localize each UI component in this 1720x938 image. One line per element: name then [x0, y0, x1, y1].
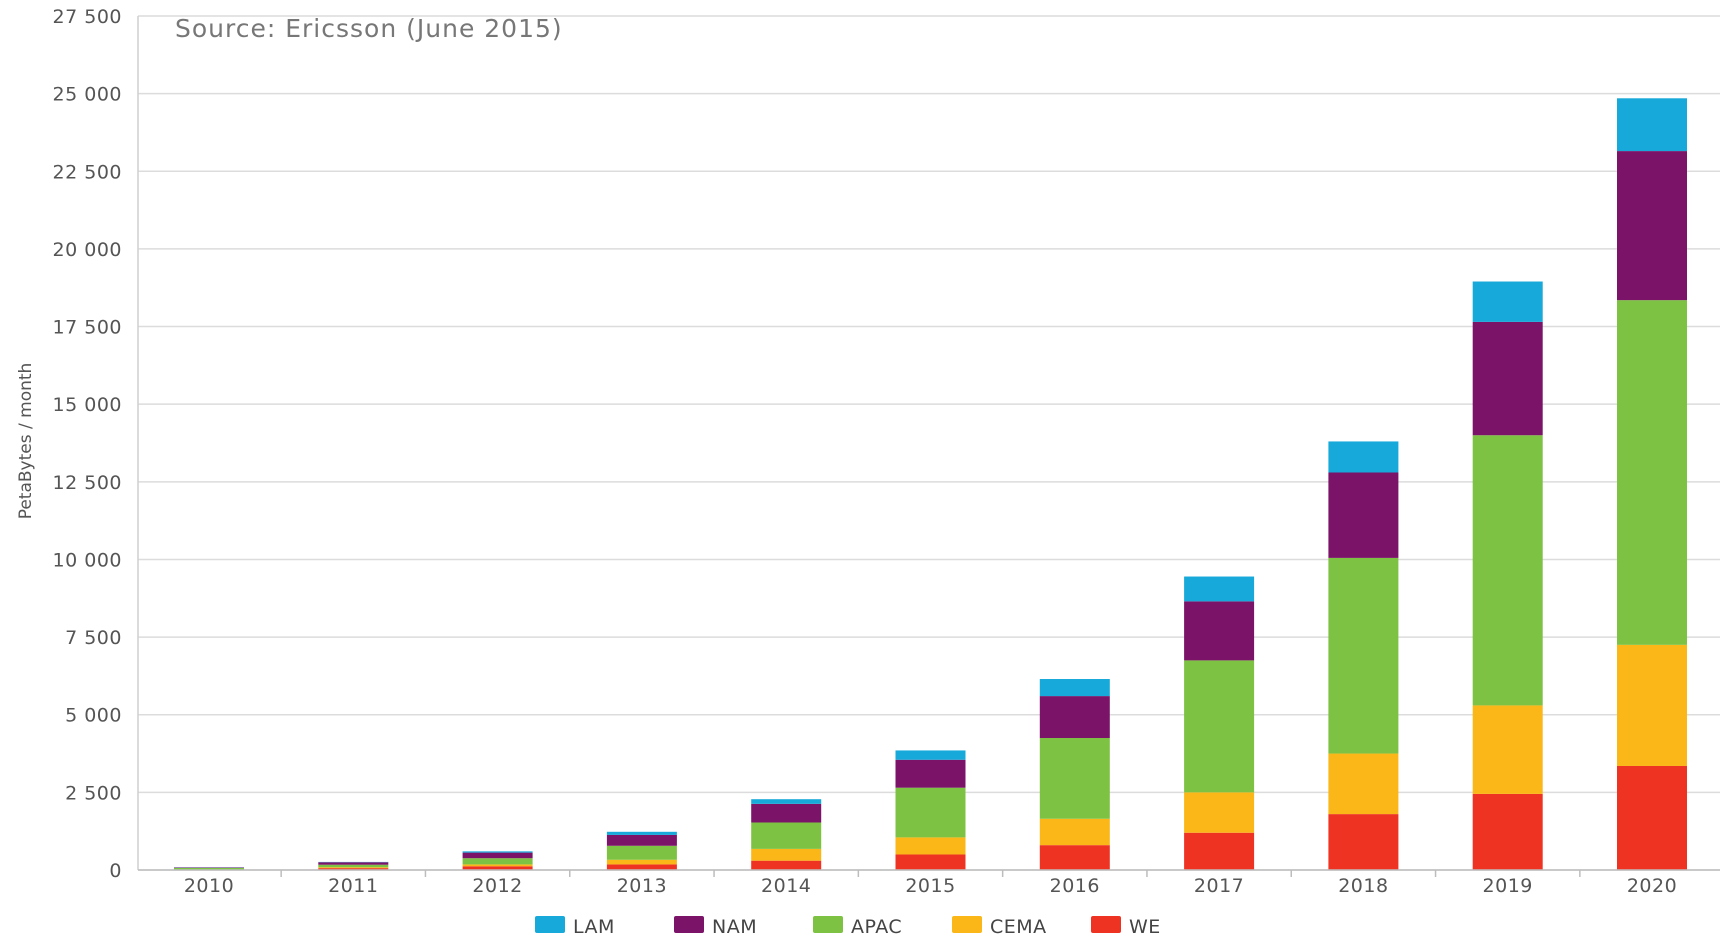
bar-apac-2018	[1328, 557, 1399, 754]
bar-we-2012	[462, 866, 533, 870]
legend-label: APAC	[851, 916, 902, 938]
chart-subtitle: Source: Ericsson (June 2015)	[175, 14, 563, 43]
bar-we-2011	[318, 868, 389, 870]
y-axis-label: PetaBytes / month	[16, 363, 36, 520]
x-tick-label: 2017	[1194, 875, 1244, 897]
bar-nam-2013	[606, 834, 677, 846]
bar-lam-2019	[1472, 281, 1543, 322]
legend-item-nam[interactable]: NAM	[674, 916, 757, 938]
bar-nam-2014	[751, 803, 822, 823]
bar-we-2015	[895, 854, 966, 870]
y-tick-label: 0	[109, 860, 122, 882]
bar-apac-2010	[174, 867, 244, 870]
bar-apac-2013	[606, 845, 677, 860]
bar-cema-2018	[1328, 753, 1399, 815]
legend-swatch	[813, 916, 843, 933]
x-tick-label: 2010	[184, 875, 234, 897]
bar-cema-2017	[1184, 792, 1255, 833]
bar-we-2020	[1617, 765, 1687, 870]
x-tick-label: 2018	[1338, 875, 1388, 897]
legend: LAM NAM APAC CEMA WE	[535, 916, 1161, 938]
bar-we-2013	[606, 864, 677, 870]
bar-lam-2017	[1184, 576, 1255, 602]
bar-cema-2012	[462, 864, 533, 867]
axes	[137, 16, 1720, 877]
bar-cema-2016	[1039, 818, 1110, 846]
bar-lam-2015	[895, 750, 966, 760]
legend-swatch	[674, 916, 704, 933]
bar-nam-2015	[895, 759, 966, 788]
y-tick-label: 20 000	[53, 239, 122, 261]
legend-label: CEMA	[990, 916, 1047, 938]
bar-cema-2013	[606, 859, 677, 865]
legend-label: LAM	[573, 916, 615, 938]
y-tick-label: 12 500	[53, 472, 122, 494]
bar-apac-2012	[462, 858, 533, 865]
x-tick-label: 2013	[617, 875, 667, 897]
y-tick-label: 27 500	[53, 6, 122, 28]
y-tick-labels: 0 2 500 5 000 7 500 10 000 12 500 15 000 17 500…	[53, 6, 122, 882]
y-tick-label: 25 000	[53, 84, 122, 106]
bar-we-2019	[1472, 793, 1543, 870]
bar-apac-2016	[1039, 738, 1110, 819]
x-tick-label: 2016	[1050, 875, 1100, 897]
x-tick-label: 2011	[328, 875, 378, 897]
bar-cema-2015	[895, 837, 966, 855]
legend-label: NAM	[712, 916, 757, 938]
bar-cema-2011	[318, 867, 389, 869]
legend-item-cema[interactable]: CEMA	[952, 916, 1047, 938]
y-tick-label: 15 000	[53, 394, 122, 416]
y-tick-label: 10 000	[53, 549, 122, 571]
x-tick-label: 2012	[472, 875, 522, 897]
bars	[174, 98, 1687, 870]
bar-cema-2019	[1472, 705, 1543, 794]
bar-lam-2014	[751, 799, 822, 804]
bar-we-2016	[1039, 845, 1110, 870]
legend-item-apac[interactable]: APAC	[813, 916, 902, 938]
legend-item-we[interactable]: WE	[1091, 916, 1161, 938]
x-tick-labels: 2010 2011 2012 2013 2014 2015 2016 2017 2018 2019…	[184, 875, 1677, 897]
bar-apac-2020	[1617, 300, 1687, 645]
bar-lam-2018	[1328, 441, 1399, 473]
legend-swatch	[952, 916, 982, 933]
x-tick-label: 2014	[761, 875, 811, 897]
legend-item-lam[interactable]: LAM	[535, 916, 615, 938]
x-tick-label: 2019	[1483, 875, 1533, 897]
legend-label: WE	[1129, 916, 1161, 938]
bar-apac-2019	[1472, 435, 1543, 706]
x-tick-label: 2015	[905, 875, 955, 897]
bar-nam-2012	[462, 852, 533, 859]
bar-apac-2015	[895, 787, 966, 838]
x-tick-label: 2020	[1627, 875, 1677, 897]
bar-cema-2020	[1617, 644, 1687, 766]
bar-lam-2020	[1617, 98, 1687, 152]
bar-nam-2020	[1617, 151, 1687, 301]
bar-lam-2012	[462, 851, 533, 853]
bar-apac-2011	[318, 864, 389, 868]
y-tick-label: 5 000	[65, 705, 122, 727]
y-tick-label: 22 500	[53, 161, 122, 183]
bar-we-2014	[751, 860, 822, 870]
y-tick-label: 2 500	[65, 782, 122, 804]
y-tick-label: 17 500	[53, 317, 122, 339]
bar-cema-2014	[751, 848, 822, 861]
legend-swatch	[1091, 916, 1121, 933]
bar-apac-2014	[751, 822, 822, 849]
legend-swatch	[535, 916, 565, 933]
y-tick-label: 7 500	[65, 627, 122, 649]
bar-we-2018	[1328, 814, 1399, 870]
bar-lam-2013	[606, 831, 677, 835]
bar-nam-2019	[1472, 321, 1543, 436]
bar-lam-2016	[1039, 679, 1110, 697]
bar-nam-2011	[318, 862, 389, 865]
bar-nam-2018	[1328, 472, 1399, 558]
bar-nam-2016	[1039, 696, 1110, 739]
bar-apac-2017	[1184, 660, 1255, 793]
bar-nam-2017	[1184, 601, 1255, 661]
gridlines	[138, 15, 1720, 871]
bar-we-2017	[1184, 832, 1255, 870]
